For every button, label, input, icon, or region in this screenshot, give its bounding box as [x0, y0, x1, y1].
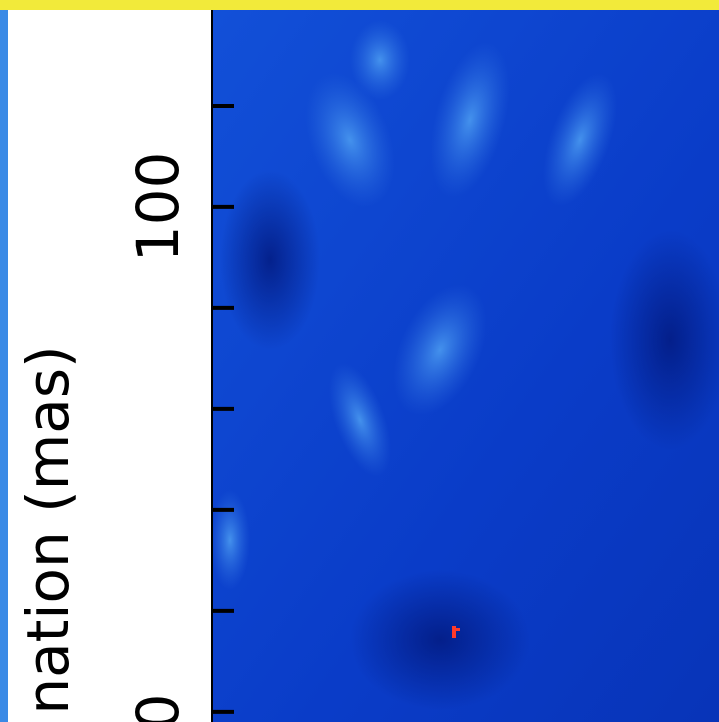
bright-region	[210, 490, 250, 590]
y-tick-label: 0	[124, 693, 192, 722]
dark-region	[220, 170, 320, 350]
marker	[452, 626, 456, 638]
bright-region	[305, 72, 395, 208]
dark-region	[350, 570, 530, 710]
bright-region	[393, 284, 487, 416]
y-tick-label: 100	[124, 152, 192, 263]
dark-region	[610, 230, 719, 450]
bright-region	[350, 20, 410, 100]
left-border	[0, 10, 8, 722]
heatmap-image	[210, 10, 719, 722]
bright-region	[328, 362, 392, 478]
marker	[452, 628, 460, 631]
bright-region	[543, 73, 617, 207]
y-axis-label: nation (mas)	[14, 345, 82, 714]
bright-region	[430, 42, 510, 198]
top-border	[0, 0, 719, 10]
